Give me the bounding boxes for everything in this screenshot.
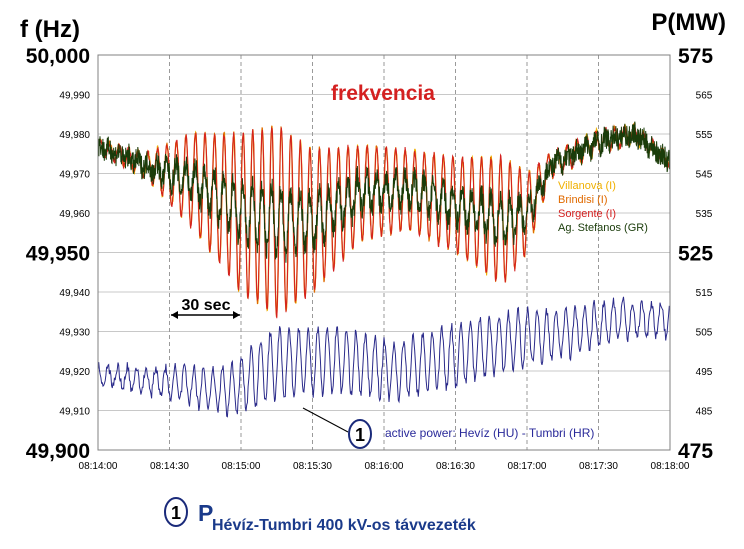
legend-entry: Sorgente (I) (558, 208, 616, 220)
left-tick-label: 49,990 (59, 91, 90, 102)
left-tick-label: 49,980 (59, 130, 90, 141)
footer-line-name: Hévíz-Tumbri 400 kV-os távvezeték (212, 517, 476, 534)
right-tick-label: 575 (678, 45, 713, 68)
x-axis-ticks: 08:14:00 08:14:30 08:15:00 08:15:30 08:16:00… (79, 461, 690, 472)
left-tick-label: 49,900 (26, 440, 90, 463)
span-arrow-right-head (233, 311, 240, 319)
marker-number: 1 (355, 425, 365, 445)
right-tick-label: 485 (696, 407, 713, 418)
right-tick-label: 495 (696, 367, 713, 378)
left-tick-label: 49,950 (26, 243, 90, 266)
series-group (97, 121, 671, 418)
footer-power-symbol: P (198, 500, 213, 526)
right-tick-label: 505 (696, 328, 713, 339)
grid (97, 54, 671, 451)
right-tick-label: 525 (678, 243, 713, 266)
span-arrow-left-head (171, 311, 178, 319)
x-tick-label: 08:16:00 (365, 461, 404, 472)
x-tick-label: 08:17:30 (579, 461, 618, 472)
plot-frame (97, 54, 671, 451)
left-tick-label: 49,930 (59, 328, 90, 339)
left-axis-title: f (Hz) (20, 16, 80, 43)
series-line-active-power (97, 296, 670, 418)
legend-entry: Brindisi (I) (558, 194, 608, 206)
right-tick-label: 545 (696, 170, 713, 181)
left-tick-label: 49,970 (59, 170, 90, 181)
x-tick-label: 08:15:00 (222, 461, 261, 472)
left-tick-label: 49,960 (59, 209, 90, 220)
left-tick-label: 49,940 (59, 288, 90, 299)
right-axis-ticks: 575 565 555 545 535 525 515 505 495 485 475 (678, 45, 713, 463)
x-tick-label: 08:17:00 (508, 461, 547, 472)
right-tick-label: 555 (696, 130, 713, 141)
span-annotation: 30 sec (171, 297, 240, 319)
footer-marker-number: 1 (171, 503, 181, 523)
x-tick-label: 08:14:30 (150, 461, 189, 472)
span-annotation-label: 30 sec (182, 297, 231, 314)
right-tick-label: 475 (678, 440, 713, 463)
left-tick-label: 50,000 (26, 45, 90, 68)
left-tick-label: 49,920 (59, 367, 90, 378)
left-tick-label: 49,910 (59, 407, 90, 418)
x-tick-label: 08:14:00 (79, 461, 118, 472)
axes (97, 54, 671, 451)
legend: Villanova (I) Brindisi (I) Sorgente (I) Ag.… (558, 180, 648, 234)
power-annotation-label: active power: Hevíz (HU) - Tumbri (HR) (385, 426, 594, 440)
legend-entry: Ag. Stefanos (GR) (558, 222, 648, 234)
right-tick-label: 535 (696, 209, 713, 220)
right-tick-label: 515 (696, 288, 713, 299)
series-line-ag-stefanos (97, 121, 671, 263)
frequency-label: frekvencia (331, 82, 435, 105)
x-tick-label: 08:16:30 (436, 461, 475, 472)
marker-leader-line (302, 407, 349, 433)
right-tick-label: 565 (696, 91, 713, 102)
left-axis-ticks: 50,000 49,990 49,980 49,970 49,960 49,950 49,9… (26, 45, 91, 463)
right-axis-title: P(MW) (651, 9, 726, 36)
legend-entry: Villanova (I) (558, 180, 616, 192)
power-marker: 1 active power: Hevíz (HU) - Tumbri (HR) (302, 407, 594, 449)
marker-circle (348, 419, 372, 449)
x-tick-label: 08:15:30 (293, 461, 332, 472)
footer-marker-circle (164, 497, 188, 527)
footer: 1 P Hévíz-Tumbri 400 kV-os távvezeték (164, 497, 476, 534)
x-tick-label: 08:18:00 (651, 461, 690, 472)
